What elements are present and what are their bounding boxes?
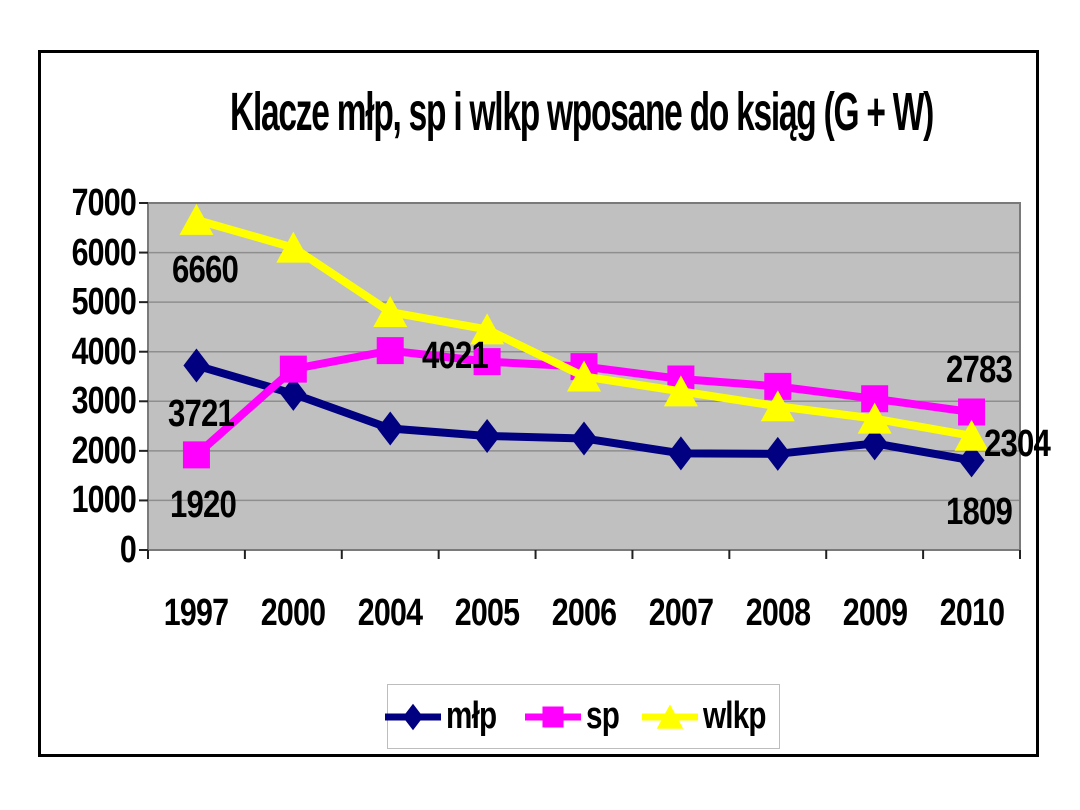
data-point-wlkp-1997 bbox=[179, 203, 214, 235]
x-tick-label-2005: 2005 bbox=[454, 592, 520, 634]
data-point-wlkp-2008 bbox=[760, 390, 795, 422]
data-label-sp-1997: 1920 bbox=[170, 483, 237, 526]
x-tick-label-2004: 2004 bbox=[357, 592, 423, 634]
data-point-sp-1997 bbox=[182, 441, 210, 469]
data-point-wlkp-2006 bbox=[567, 360, 601, 392]
data-point-sp-2004 bbox=[376, 337, 404, 365]
legend-marker-sp bbox=[542, 705, 564, 728]
chart-title: Klacze młp, sp i wlkp wposane do ksiąg (… bbox=[230, 82, 934, 142]
y-tick-label-7000: 7000 bbox=[71, 182, 137, 224]
y-tick-label-5000: 5000 bbox=[71, 281, 137, 324]
series-mlp bbox=[183, 348, 985, 478]
plot-svg bbox=[139, 202, 1021, 559]
data-point-wlkp-2005 bbox=[470, 313, 505, 345]
data-point-mlp-2008 bbox=[764, 436, 791, 471]
data-point-mlp-2005 bbox=[474, 418, 501, 453]
legend-item-sp: sp bbox=[523, 695, 628, 738]
data-point-wlkp-2000 bbox=[276, 231, 311, 263]
legend-marker-mlp-icon bbox=[385, 703, 442, 730]
x-tick-label-1997: 1997 bbox=[164, 592, 229, 634]
legend-item-wlkp: wlkp bbox=[640, 695, 783, 738]
data-point-wlkp-2007 bbox=[663, 375, 698, 407]
data-point-wlkp-2009 bbox=[857, 402, 892, 434]
legend-marker-sp-icon bbox=[524, 705, 581, 728]
x-tick-label-2008: 2008 bbox=[745, 592, 811, 634]
data-point-mlp-2000 bbox=[280, 376, 307, 411]
data-label-sp-2010: 2783 bbox=[945, 349, 1013, 392]
data-point-mlp-2010 bbox=[958, 443, 985, 478]
legend-label-sp: sp bbox=[585, 695, 620, 737]
x-tick-label-2009: 2009 bbox=[842, 592, 907, 634]
data-label-mlp-1997: 3721 bbox=[168, 392, 235, 435]
data-label-mlp-2010: 1809 bbox=[945, 491, 1013, 534]
data-point-sp-2008 bbox=[764, 372, 792, 400]
data-point-sp-2000 bbox=[279, 355, 307, 383]
x-tick-label-2000: 2000 bbox=[261, 592, 326, 634]
legend: młp sp wlkp bbox=[385, 684, 783, 749]
chart-frame: Klacze młp, sp i wlkp wposane do ksiąg (… bbox=[38, 50, 1050, 757]
data-point-mlp-2009 bbox=[861, 426, 888, 461]
x-tick-label-2006: 2006 bbox=[551, 592, 617, 634]
data-label-wlkp-1997: 6660 bbox=[172, 248, 239, 291]
data-point-sp-2005 bbox=[473, 348, 501, 376]
legend-label-mlp: młp bbox=[446, 695, 497, 737]
data-point-mlp-2006 bbox=[571, 421, 597, 456]
y-tick-label-6000: 6000 bbox=[71, 231, 137, 274]
data-point-sp-2010 bbox=[958, 398, 986, 426]
y-tick-label-3000: 3000 bbox=[71, 380, 137, 423]
legend-marker-mlp bbox=[403, 703, 424, 730]
series-wlkp bbox=[179, 203, 989, 451]
y-tick-label-4000: 4000 bbox=[71, 330, 137, 373]
y-tick-label-2000: 2000 bbox=[71, 429, 137, 472]
data-label-sp-2004: 4021 bbox=[422, 334, 489, 377]
plot-border bbox=[147, 202, 1021, 551]
data-point-wlkp-2004 bbox=[373, 296, 408, 328]
data-point-mlp-2007 bbox=[667, 436, 694, 471]
data-point-sp-2009 bbox=[861, 385, 889, 413]
data-label-wlkp-2010: 2304 bbox=[983, 422, 1051, 465]
legend-label-wlkp: wlkp bbox=[703, 695, 767, 737]
legend-marker-wlkp bbox=[656, 704, 684, 729]
legend-item-mlp: młp bbox=[383, 695, 511, 738]
x-tick-label-2007: 2007 bbox=[648, 592, 714, 634]
data-point-mlp-2004 bbox=[377, 411, 404, 446]
data-point-mlp-1997 bbox=[183, 348, 210, 383]
legend-marker-wlkp-icon bbox=[642, 704, 699, 729]
data-point-wlkp-2010 bbox=[954, 419, 989, 451]
y-tick-label-0: 0 bbox=[119, 529, 137, 571]
y-tick-label-1000: 1000 bbox=[71, 479, 137, 522]
x-tick-label-2010: 2010 bbox=[939, 592, 1004, 634]
